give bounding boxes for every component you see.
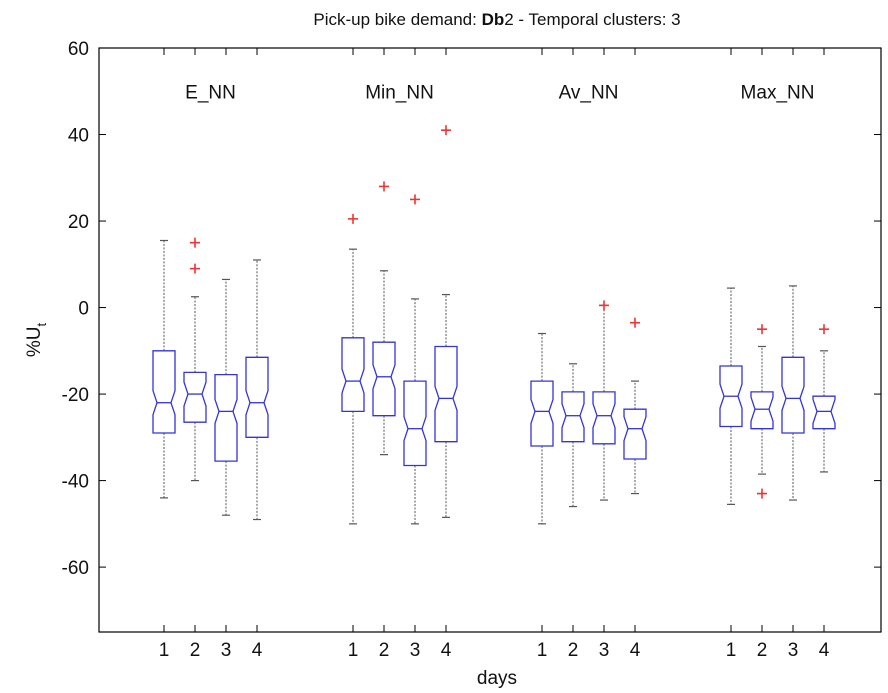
box: [214, 373, 238, 462]
box: [245, 356, 269, 438]
x-tick-label: 1: [159, 640, 170, 661]
x-tick-label: 4: [252, 640, 263, 661]
y-axis-label-subscript: t: [34, 323, 49, 327]
outlier-marker: [410, 194, 420, 205]
outlier-marker: [190, 263, 200, 274]
y-tick-label: -60: [62, 558, 89, 579]
box: [152, 350, 176, 434]
outlier-marker: [190, 237, 200, 248]
box: [403, 380, 427, 467]
x-tick-label: 2: [757, 640, 768, 661]
x-tick-label: 4: [819, 640, 830, 661]
outlier-marker: [819, 324, 829, 335]
outlier-marker: [379, 181, 389, 192]
x-tick-label: 3: [788, 640, 799, 661]
x-tick-label: 4: [630, 640, 641, 661]
chart-title: Pick-up bike demand: Db2 - Temporal clus…: [313, 10, 680, 29]
outlier-marker: [757, 488, 767, 499]
y-tick-label: 60: [68, 39, 89, 60]
y-tick-label: 0: [78, 299, 89, 320]
box: [623, 408, 647, 460]
outlier-marker: [348, 213, 358, 224]
chart-title-prefix: Pick-up bike demand:: [313, 10, 481, 29]
box: [781, 356, 805, 434]
x-tick-label: 3: [410, 640, 421, 661]
box: [812, 395, 836, 430]
group-label: E_NN: [185, 82, 236, 103]
y-axis-label: %Ut: [24, 323, 49, 358]
box: [372, 341, 396, 417]
group-label: Min_NN: [365, 82, 434, 103]
group-label: Max_NN: [741, 82, 815, 103]
x-tick-label: 2: [568, 640, 579, 661]
x-tick-label: 3: [599, 640, 610, 661]
box: [592, 391, 616, 445]
box: [530, 380, 554, 447]
x-tick-label: 2: [379, 640, 390, 661]
y-tick-label: 40: [68, 126, 89, 147]
boxes: [152, 125, 836, 525]
y-axis: 60 40 20 0 -20 -40 -60: [62, 39, 881, 579]
outlier-marker: [441, 125, 451, 136]
x-axis-label: days: [477, 668, 517, 689]
box: [561, 391, 585, 443]
x-tick-label: 1: [537, 640, 548, 661]
y-axis-label-main: %U: [24, 327, 45, 358]
x-tick-label: 4: [441, 640, 452, 661]
chart-title-bold: Db: [482, 10, 505, 29]
chart-title-suffix: 2 - Temporal clusters: 3: [504, 10, 680, 29]
x-tick-label: 2: [190, 640, 201, 661]
group-label: Av_NN: [559, 82, 619, 103]
outlier-marker: [757, 324, 767, 335]
group-labels: E_NN Min_NN Av_NN Max_NN: [185, 82, 814, 103]
x-tick-label: 1: [348, 640, 359, 661]
y-tick-label: 20: [68, 212, 89, 233]
box: [341, 337, 365, 413]
x-tick-label: 3: [221, 640, 232, 661]
plot-area: [98, 47, 882, 633]
y-tick-label: -40: [62, 472, 89, 493]
y-tick-label: -20: [62, 385, 89, 406]
x-tick-label: 1: [726, 640, 737, 661]
box: [750, 391, 774, 430]
outlier-marker: [630, 317, 640, 328]
outlier-marker: [599, 300, 609, 311]
box: [434, 345, 458, 443]
box: [719, 365, 743, 428]
box: [183, 371, 207, 423]
